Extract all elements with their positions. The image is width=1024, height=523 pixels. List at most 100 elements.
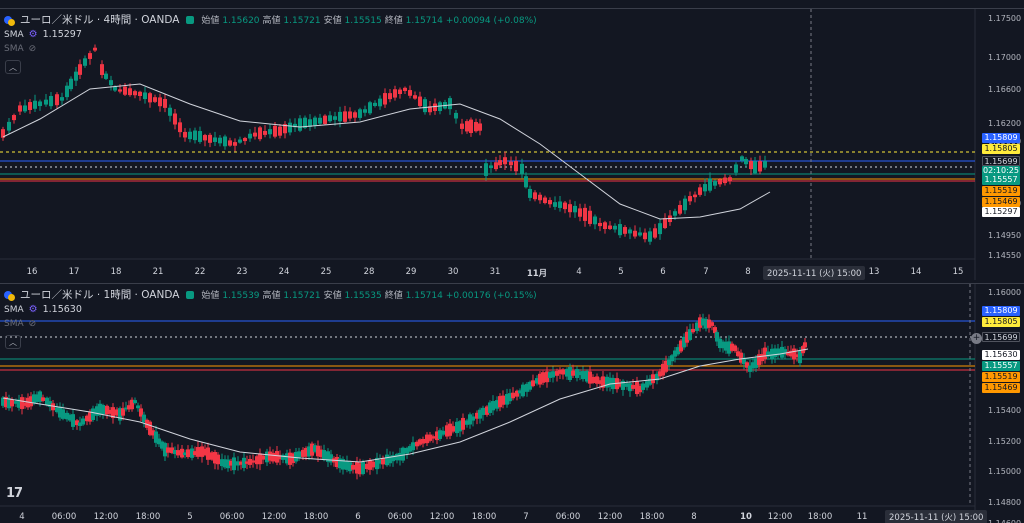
candle-body <box>243 137 247 142</box>
candle-body <box>770 348 774 360</box>
candle-body <box>789 350 793 357</box>
ohlc-readout: 始値 1.15620 高値 1.15721 安値 1.15515 終値 1.15714… <box>201 13 539 26</box>
collapse-legend-button[interactable]: ︿ <box>5 60 21 74</box>
candle-body <box>183 452 187 456</box>
candle-body <box>773 348 777 358</box>
candle-body <box>218 137 222 144</box>
time-axis-label: 28 <box>363 267 375 277</box>
candle-body <box>742 357 746 365</box>
candle-body <box>555 371 559 376</box>
symbol-title[interactable]: ユーロ／米ドル · 1時間 · OANDA <box>20 289 180 301</box>
time-axis-label: 18:00 <box>471 512 497 522</box>
candle-body <box>193 451 197 455</box>
time-axis-label: 22 <box>194 267 206 277</box>
candle-body <box>33 100 37 109</box>
candle-body <box>238 139 242 143</box>
candle-body <box>263 130 267 135</box>
sma-hidden-legend[interactable]: SMA ⊘ <box>4 44 36 54</box>
candle-body <box>728 177 732 181</box>
time-axis-label: 12:00 <box>429 512 455 522</box>
time-axis-label: 12:00 <box>597 512 623 522</box>
chart-pane-1h[interactable]: ユーロ／米ドル · 1時間 · OANDA 始値 1.15539 高値 1.157… <box>0 283 1024 523</box>
candle-body <box>283 124 287 134</box>
candle-body <box>489 165 493 169</box>
candle-body <box>85 415 89 422</box>
collapse-legend-button[interactable]: ︿ <box>5 335 21 349</box>
sma-indicator-legend[interactable]: SMA ⚙ 1.15630 <box>4 304 82 315</box>
candle-body <box>520 163 524 174</box>
candle-body <box>460 123 464 129</box>
candle-body <box>525 383 529 392</box>
sma-indicator-legend[interactable]: SMA ⚙ 1.15297 <box>4 29 82 40</box>
candle-body <box>65 85 69 98</box>
candlestick-chart-4h[interactable] <box>0 9 1024 280</box>
candle-body <box>581 371 585 380</box>
candle-body <box>658 223 662 235</box>
candle-body <box>313 117 317 126</box>
candle-body <box>565 368 569 377</box>
candle-body <box>605 376 609 388</box>
symbol-title[interactable]: ユーロ／米ドル · 4時間 · OANDA <box>20 14 180 26</box>
candle-body <box>533 192 537 200</box>
time-axis-label: 12:00 <box>767 512 793 522</box>
candle-body <box>458 421 462 432</box>
candle-body <box>438 102 442 112</box>
candle-body <box>18 105 22 112</box>
candle-body <box>168 107 172 116</box>
price-tag: 1.15630 <box>982 350 1020 360</box>
eye-off-icon[interactable]: ⊘ <box>28 319 37 329</box>
time-axis-label: 12:00 <box>261 512 287 522</box>
candle-body <box>571 370 575 376</box>
settings-icon[interactable]: ⚙ <box>28 29 38 40</box>
candle-body <box>44 99 48 105</box>
candle-body <box>248 133 252 139</box>
candle-body <box>183 131 187 138</box>
price-axis-label: 1.16200 <box>988 119 1022 128</box>
candle-body <box>648 231 652 242</box>
candle-body <box>760 354 764 362</box>
candle-body <box>133 400 137 404</box>
candle-body <box>621 380 625 390</box>
candle-body <box>744 158 748 165</box>
chart-pane-4h[interactable]: ユーロ／米ドル · 4時間 · OANDA 始値 1.15620 高値 1.157… <box>0 8 1024 280</box>
candle-body <box>203 135 207 141</box>
candle-body <box>248 458 252 465</box>
candle-body <box>643 232 647 240</box>
candle-body <box>454 112 458 119</box>
settings-icon[interactable]: ⚙ <box>28 304 38 315</box>
add-alert-icon[interactable]: + <box>971 333 982 344</box>
candle-body <box>715 332 719 342</box>
candle-body <box>713 327 717 334</box>
tradingview-logo: 17 <box>6 486 23 501</box>
candlestick-chart-1h[interactable] <box>0 284 1024 523</box>
candle-body <box>670 355 674 362</box>
candle-body <box>173 113 177 125</box>
candle-body <box>653 228 657 238</box>
candle-body <box>723 177 727 184</box>
eye-off-icon[interactable]: ⊘ <box>28 44 37 54</box>
candle-body <box>563 202 567 210</box>
candle-body <box>297 451 301 458</box>
candle-body <box>401 447 405 461</box>
candle-body <box>345 460 349 470</box>
candle-body <box>704 318 708 329</box>
candle-body <box>710 322 714 326</box>
time-axis-label: 12:00 <box>93 512 119 522</box>
candle-body <box>1 129 5 138</box>
candle-body <box>133 91 137 96</box>
candle-body <box>348 462 352 472</box>
candle-body <box>210 452 214 460</box>
candle-body <box>101 405 105 415</box>
candle-body <box>398 89 402 95</box>
candle-body <box>538 373 542 385</box>
candle-body <box>698 317 702 328</box>
candle-body <box>691 328 695 333</box>
candle-body <box>74 71 78 81</box>
time-axis-label: 24 <box>278 267 290 277</box>
sma-hidden-legend[interactable]: SMA ⊘ <box>4 319 36 329</box>
time-axis-label: 6 <box>355 512 361 522</box>
price-axis-label: 1.15400 <box>988 406 1022 415</box>
ohlc-key: 安値 <box>323 16 342 26</box>
candle-body <box>528 188 532 198</box>
candle-body <box>20 397 24 409</box>
